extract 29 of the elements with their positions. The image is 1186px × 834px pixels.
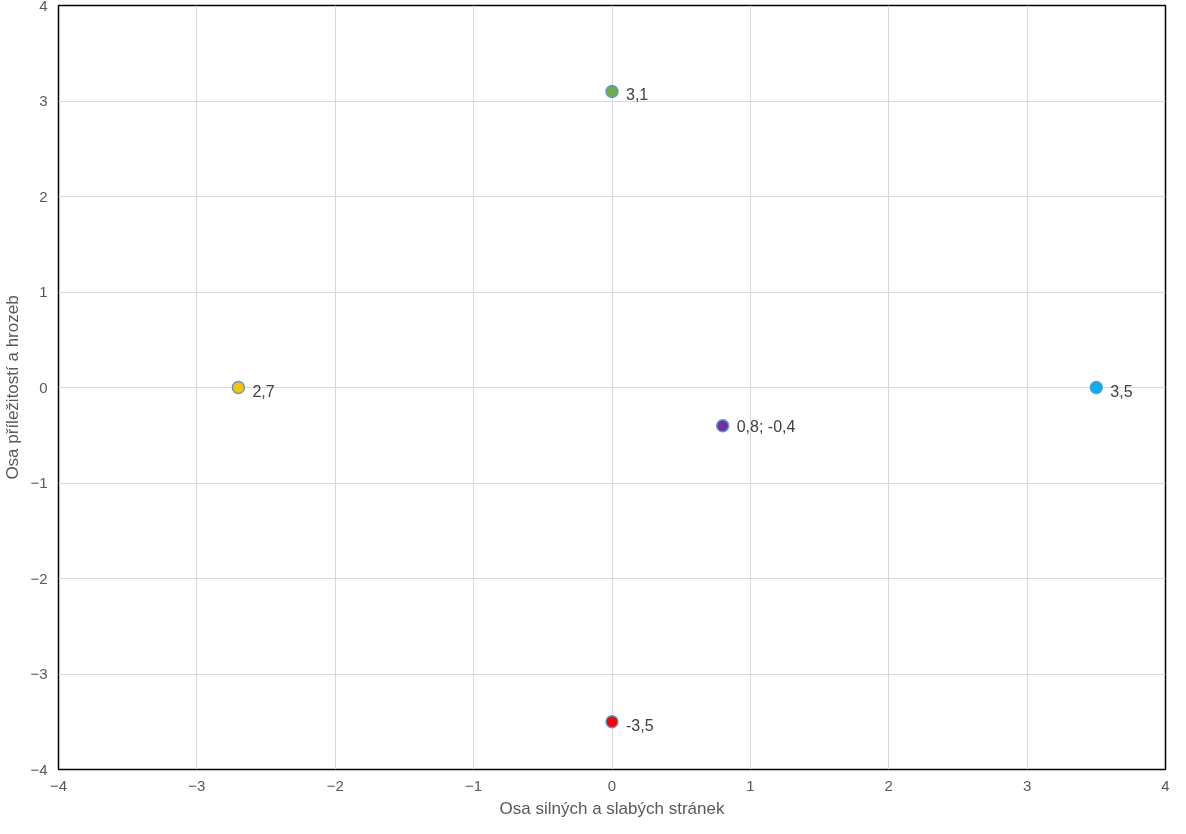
x-tick-label: 3 [1022, 776, 1032, 794]
annotation: 3,5 [1110, 382, 1133, 400]
annotation: -3,5 [626, 716, 654, 734]
x-axis-title: Osa silných a slabých stránek [499, 798, 725, 818]
annotation: 3,1 [626, 86, 649, 104]
y-tick-label: 0 [39, 378, 48, 396]
y-tick-label: 2 [39, 187, 48, 205]
y-tick-label: −2 [30, 569, 48, 587]
y-tick-label: 4 [39, 0, 48, 14]
x-tick-label: 1 [746, 776, 755, 794]
x-tick-label: 2 [884, 776, 893, 794]
annotation: 0,8; -0,4 [736, 417, 796, 435]
x-tick-label: 4 [1161, 776, 1170, 794]
x-tick-label: 0 [607, 776, 617, 794]
x-tick-label: −3 [188, 776, 206, 794]
annotation: 2,7 [252, 382, 275, 400]
y-axis-title: Osa příležitostí a hrozeb [3, 295, 23, 480]
y-tick-label: −3 [30, 665, 48, 682]
x-tick-label: −2 [326, 776, 344, 794]
point [715, 418, 730, 433]
y-tick-label: 3 [39, 92, 48, 109]
point [1089, 380, 1104, 395]
point [231, 380, 246, 395]
y-tick-label: −1 [30, 474, 48, 491]
y-tick-label: −4 [30, 760, 48, 778]
y-tick-label: 1 [39, 283, 48, 300]
x-tick-label: −1 [465, 776, 483, 794]
point [605, 715, 619, 729]
point [605, 84, 619, 99]
